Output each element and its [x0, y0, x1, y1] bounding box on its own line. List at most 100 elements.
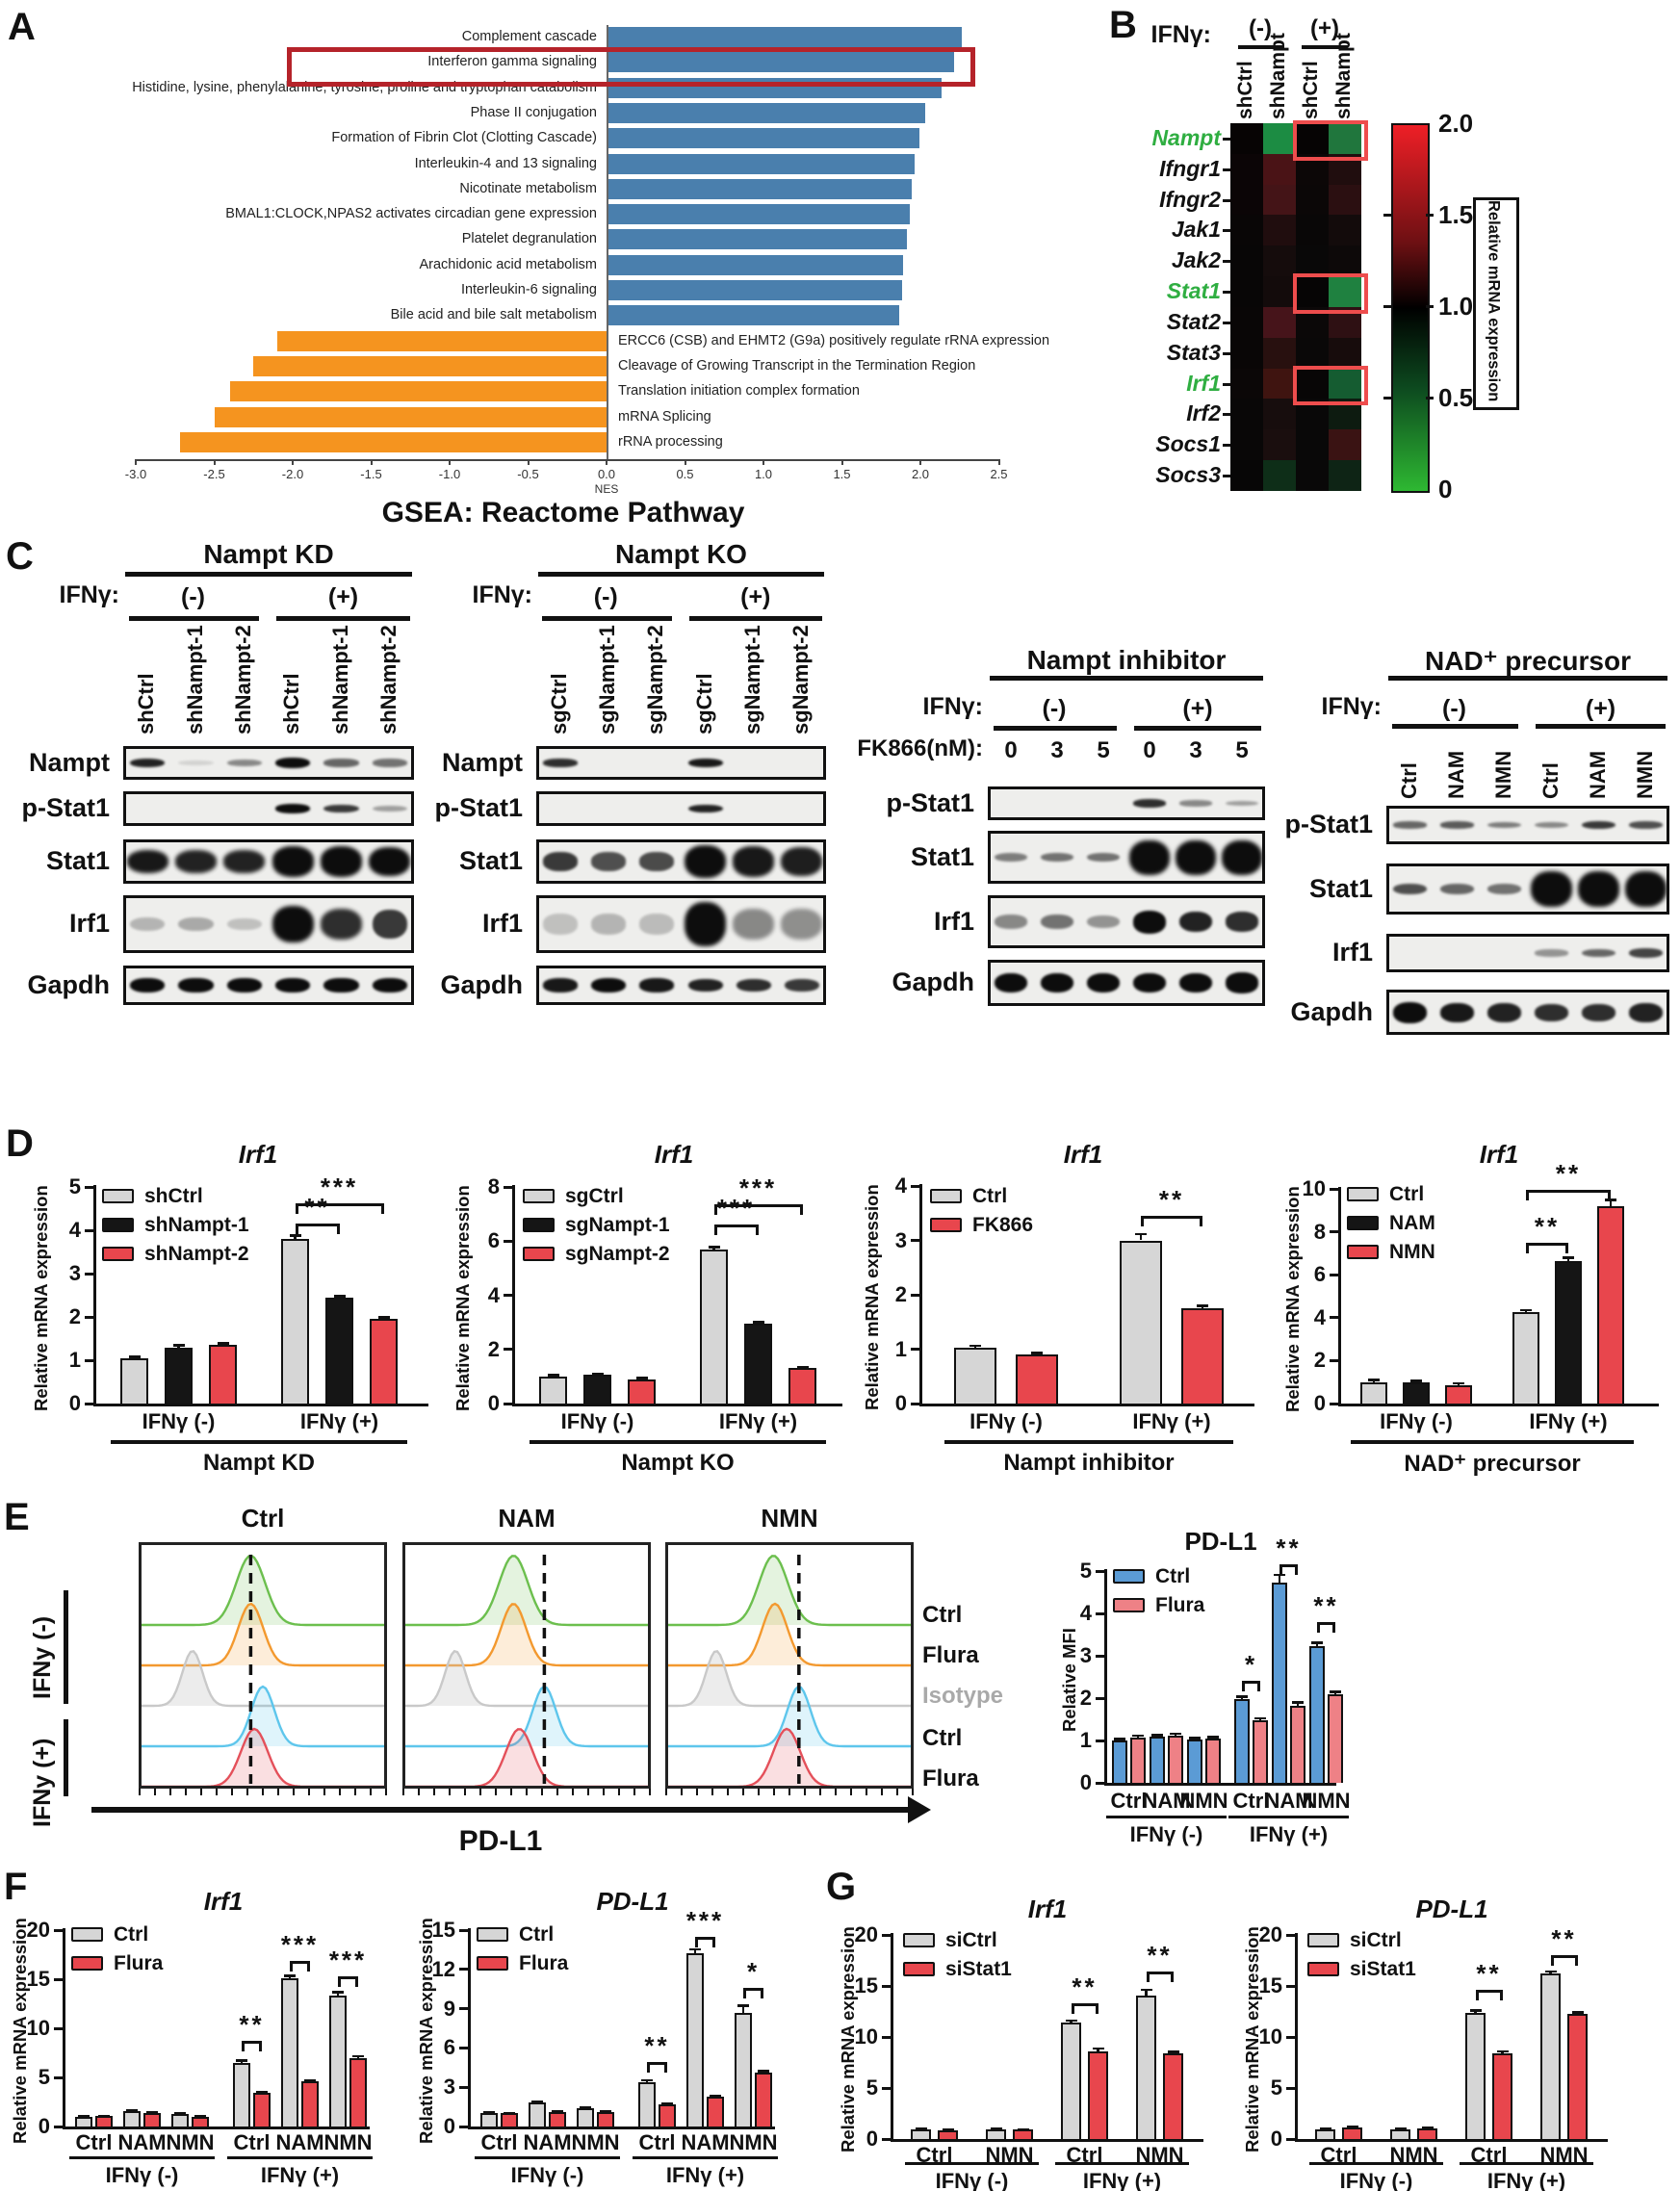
g1-legend-label: siStat1	[945, 1958, 1012, 1980]
d4-errorbar-cap	[1605, 1199, 1616, 1201]
blot-band	[226, 759, 262, 767]
heatmap-gene-label: Irf2	[1186, 400, 1221, 426]
blot-group-title: Nampt inhibitor	[1026, 645, 1227, 675]
e1-sig-stars: **	[1313, 1590, 1339, 1620]
d3-y-tick	[911, 1348, 919, 1351]
heatmap-col-label: shCtrl	[1300, 61, 1322, 119]
g1-y-tick-label: 0	[866, 2127, 878, 2151]
f2-sig-tick	[664, 2061, 667, 2073]
gsea-bar	[608, 204, 910, 225]
d3-sig-stars: **	[1158, 1185, 1185, 1215]
gsea-bar	[608, 52, 954, 73]
e1-y-tick	[1096, 1654, 1104, 1658]
blot-band	[1486, 1002, 1522, 1022]
blot-band	[733, 846, 775, 877]
e1-errorbar-cap	[1330, 1690, 1341, 1693]
heatmap-cell	[1263, 337, 1296, 370]
blot-band	[1392, 821, 1428, 829]
blot-lane-label: shNampt-1	[327, 625, 352, 735]
d2-y-tick	[504, 1185, 512, 1189]
d4-sig-tick	[1526, 1242, 1529, 1253]
blot-row-label: Irf1	[933, 906, 974, 936]
e1-errorbar-stem	[1278, 1574, 1281, 1584]
f2-sig-stars: **	[644, 2030, 670, 2060]
e1-y-tick	[1096, 1739, 1104, 1742]
gsea-bar	[608, 128, 919, 149]
gsea-x-tick-label: -2.5	[203, 467, 225, 481]
f1-bar	[301, 2081, 319, 2127]
blot-band	[1178, 972, 1213, 993]
g2-bar	[1342, 2127, 1362, 2139]
gsea-row-label: Platelet degranulation	[461, 231, 597, 247]
blot-minus-label: (-)	[181, 583, 205, 610]
flow-curve-ctrl-minus	[142, 1554, 384, 1627]
heatmap-cell	[1230, 276, 1263, 308]
blot-row-label: Irf1	[481, 909, 523, 938]
e1-y-tick	[1096, 1696, 1104, 1700]
e1-y-tick	[1096, 1611, 1104, 1615]
blot-minus-label: (-)	[1442, 695, 1466, 722]
d4-y-label: Relative mRNA expression	[1282, 1186, 1303, 1412]
f1-y-tick	[54, 1928, 63, 1932]
g2-bar	[1417, 2127, 1437, 2139]
f1-x-axis	[63, 2127, 370, 2129]
blot-box	[536, 839, 826, 884]
blot-lane-label: 5	[1235, 737, 1249, 763]
e1-sig-tick	[1257, 1681, 1260, 1692]
colorbar-tick-label: 1.0	[1438, 292, 1474, 321]
blot-band	[1625, 870, 1667, 908]
f1-y-tick	[54, 2075, 63, 2079]
d1-y-tick	[85, 1228, 93, 1232]
d1-y-tick	[85, 1185, 93, 1189]
f1-cat-label: NAM	[275, 2130, 324, 2154]
blot-row-label: p-Stat1	[1284, 810, 1373, 838]
heatmap-gene-tick	[1223, 413, 1230, 417]
heatmap-cell	[1230, 460, 1263, 492]
blot-band	[1392, 883, 1428, 895]
gsea-x-tick	[997, 459, 1000, 465]
d4-sig-tick	[1608, 1190, 1611, 1201]
blot-box	[988, 786, 1265, 820]
blot-lane-label: 3	[1189, 737, 1202, 763]
blot-band	[1176, 839, 1216, 875]
g2-legend-swatch	[1307, 1962, 1339, 1976]
blot-band	[1439, 883, 1475, 894]
d3-sig-tick	[1141, 1216, 1144, 1227]
blot-band	[687, 978, 723, 992]
d1-bar	[120, 1357, 148, 1404]
d2-bar	[788, 1368, 816, 1404]
f2-errorbar-cap	[641, 2078, 653, 2082]
f1-errorbar-cap	[146, 2111, 158, 2114]
d2-y-label: Relative mRNA expression	[452, 1185, 473, 1411]
heatmap-cell	[1263, 460, 1296, 492]
d2-sig-tick	[713, 1204, 717, 1216]
flow-histograms	[668, 1555, 911, 1786]
panel-label-f: F	[4, 1866, 28, 1908]
gsea-x-tick-label: -1.0	[438, 467, 461, 481]
g1-bar	[1088, 2050, 1108, 2139]
heatmap-ifng-label: IFNγ:	[1150, 21, 1212, 48]
e1-sig-stars: **	[1276, 1534, 1302, 1563]
heatmap-gene-tick	[1223, 382, 1230, 386]
d4-legend-swatch	[1347, 1216, 1379, 1230]
heatmap-gene-label: Nampt	[1151, 124, 1221, 150]
heatmap-plus-line	[1302, 45, 1348, 49]
e1-y-tick-label: 5	[1079, 1559, 1092, 1583]
blot-band	[369, 846, 411, 877]
f2-errorbar-stem	[693, 1948, 697, 1954]
blot-band	[1040, 972, 1074, 993]
heatmap-gene-tick	[1223, 229, 1230, 233]
gsea-row-label: BMAL1:CLOCK,NPAS2 activates circadian ge…	[225, 206, 597, 222]
d1-legend-swatch	[102, 1189, 134, 1203]
f1-bar	[143, 2113, 161, 2127]
gsea-x-tick	[370, 459, 373, 465]
blot-lane-label: 0	[1004, 737, 1018, 763]
flow-curve-ctrl-plus	[668, 1685, 911, 1748]
gsea-row-label: Complement cascade	[461, 29, 597, 44]
e1-bar	[1187, 1740, 1202, 1783]
d3-sig-line	[1141, 1216, 1202, 1220]
g1-y-tick-label: 5	[866, 2075, 878, 2100]
d4-y-tick-label: 0	[1313, 1391, 1326, 1415]
g1-y-tick	[882, 1933, 891, 1937]
e1-sig-line	[1242, 1681, 1260, 1685]
